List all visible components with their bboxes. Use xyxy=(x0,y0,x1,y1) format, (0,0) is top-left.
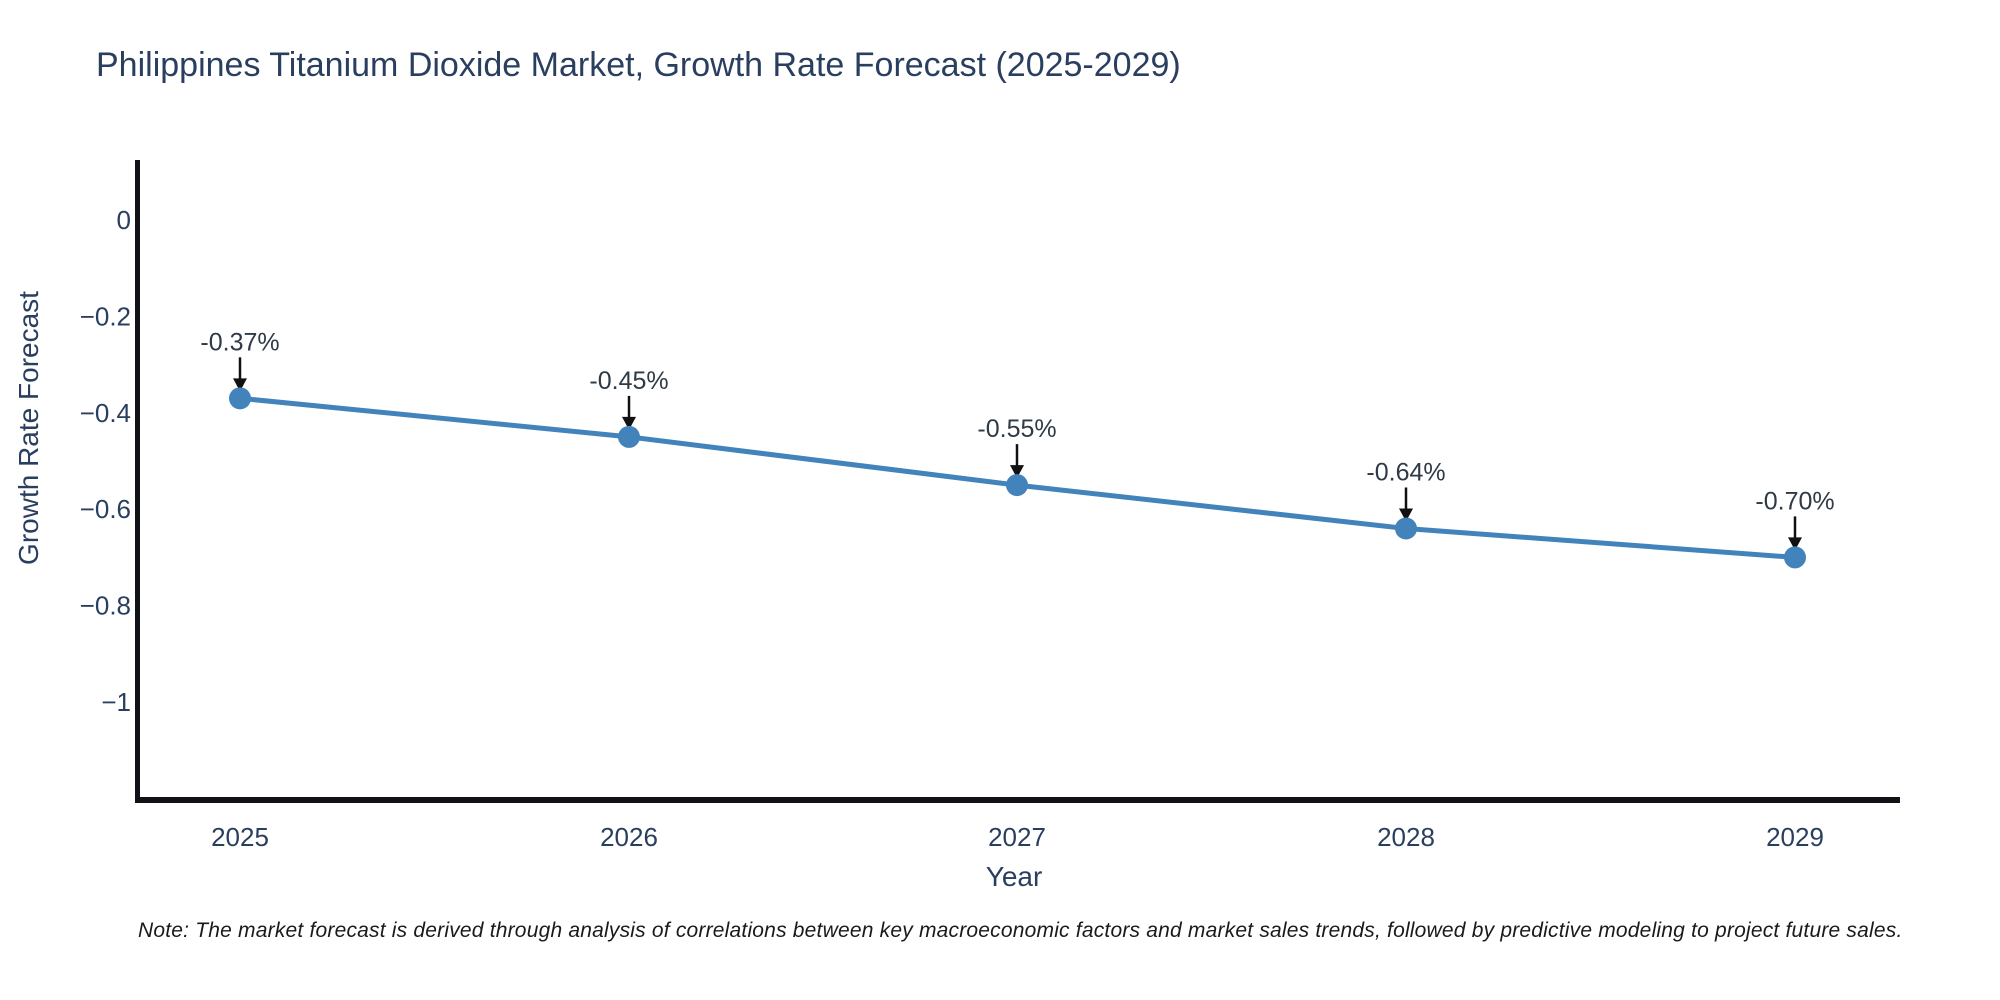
x-tick-label: 2026 xyxy=(600,822,658,852)
annotation-arrowhead xyxy=(1399,508,1413,522)
y-tick-label: −0.4 xyxy=(80,398,131,428)
annotation-arrowhead xyxy=(233,378,247,392)
y-tick-label: −0.2 xyxy=(80,301,131,331)
x-tick-label: 2025 xyxy=(211,822,269,852)
point-value-label: -0.45% xyxy=(589,367,668,395)
data-point-2029[interactable] xyxy=(1784,546,1806,569)
data-point-2026[interactable] xyxy=(618,425,640,448)
data-point-2027[interactable] xyxy=(1006,474,1028,497)
point-value-label: -0.64% xyxy=(1366,458,1445,486)
y-tick-label: −1 xyxy=(101,687,131,717)
data-point-2028[interactable] xyxy=(1395,517,1417,540)
y-tick-label: 0 xyxy=(117,205,131,235)
point-value-label: -0.55% xyxy=(977,415,1056,443)
data-point-2025[interactable] xyxy=(229,387,251,410)
annotation-arrowhead xyxy=(1010,465,1024,479)
x-tick-label: 2029 xyxy=(1766,822,1824,852)
annotation-arrowhead xyxy=(1788,537,1802,551)
y-tick-label: −0.6 xyxy=(80,494,131,524)
x-axis-spine xyxy=(135,797,1900,803)
x-axis-title: Year xyxy=(985,861,1043,892)
point-value-label: -0.37% xyxy=(200,328,279,356)
x-tick-label: 2027 xyxy=(988,822,1046,852)
annotation-arrowhead xyxy=(622,416,636,430)
y-axis-spine xyxy=(135,160,140,803)
y-tick-label: −0.8 xyxy=(80,591,131,621)
footnote: Note: The market forecast is derived thr… xyxy=(138,919,1903,942)
chart-title: Philippines Titanium Dioxide Market, Gro… xyxy=(96,46,1181,84)
point-value-label: -0.70% xyxy=(1755,487,1834,515)
x-tick-label: 2028 xyxy=(1377,822,1435,852)
